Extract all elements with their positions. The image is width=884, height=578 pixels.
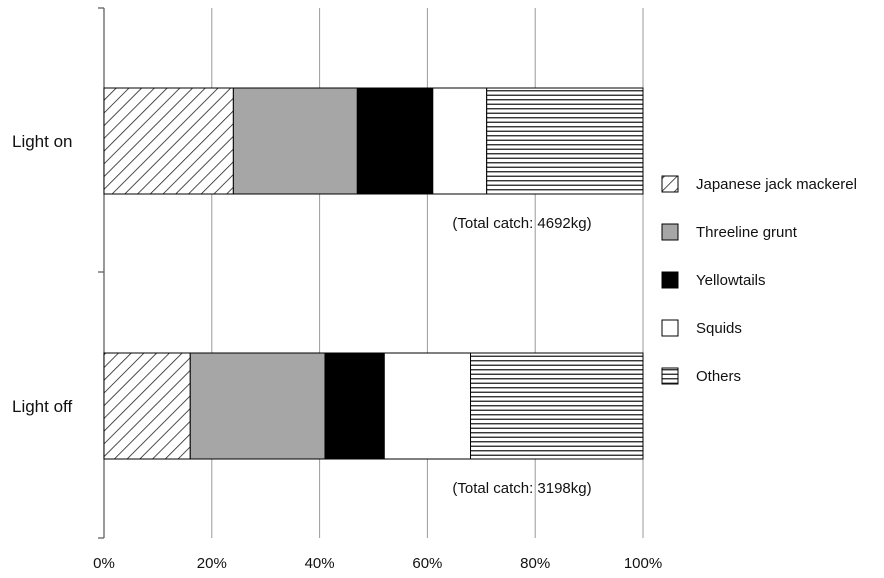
- legend-swatch-squids: [661, 319, 679, 337]
- bar-light-off-threeline-grunt: [189, 352, 326, 460]
- bar-light-on-threeline-grunt: [232, 87, 358, 195]
- x-tick-label: 0%: [93, 555, 115, 572]
- annotations: (Total catch: 4692kg) (Total catch: 3198k…: [452, 215, 591, 497]
- x-tick-label: 60%: [412, 555, 442, 572]
- legend-label-threeline-grunt: Threeline grunt: [696, 224, 798, 241]
- category-label-light-off: Light off: [12, 397, 72, 416]
- total-catch-annotation: (Total catch: 3198kg): [452, 480, 591, 497]
- legend-swatch-threeline-grunt: [661, 223, 679, 241]
- x-tick-label: 40%: [305, 555, 335, 572]
- bar-light-off-squids: [383, 352, 472, 460]
- x-tick-label: 20%: [197, 555, 227, 572]
- legend-label-japanese-jack-mackerel: Japanese jack mackerel: [696, 176, 857, 193]
- bar-light-on-yellowtails: [356, 87, 434, 195]
- y-axis: [98, 7, 105, 539]
- legend: Japanese jack mackerel Threeline grunt Yel…: [661, 175, 857, 385]
- bar-light-on-japanese-jack-mackerel: [103, 87, 234, 195]
- legend-swatch-others: [661, 367, 679, 385]
- legend-label-squids: Squids: [696, 320, 742, 337]
- legend-label-yellowtails: Yellowtails: [696, 272, 766, 289]
- x-tick-label: 100%: [624, 555, 662, 572]
- bar-light-off-japanese-jack-mackerel: [103, 352, 191, 460]
- bar-light-on-others: [486, 87, 644, 195]
- category-labels: Light on Light off: [12, 132, 73, 416]
- legend-swatch-yellowtails: [661, 271, 679, 289]
- bar-light-off-yellowtails: [324, 352, 385, 460]
- category-label-light-on: Light on: [12, 132, 73, 151]
- x-tick-label: 80%: [520, 555, 550, 572]
- bars: [103, 87, 644, 460]
- x-tick-labels: 0% 20% 40% 60% 80% 100%: [93, 555, 662, 572]
- legend-swatch-japanese-jack-mackerel: [661, 175, 679, 193]
- bar-light-off-others: [470, 352, 644, 460]
- total-catch-annotation: (Total catch: 4692kg): [452, 215, 591, 232]
- bar-light-on-squids: [432, 87, 488, 195]
- legend-label-others: Others: [696, 368, 741, 385]
